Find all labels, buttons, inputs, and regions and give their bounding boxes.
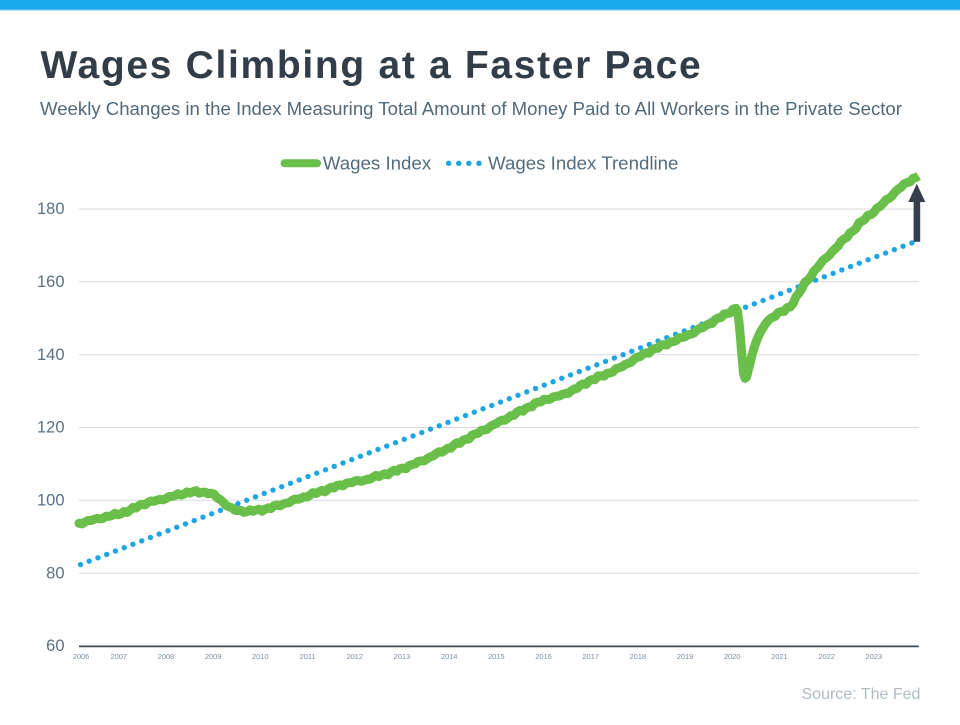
svg-text:2021: 2021 bbox=[771, 652, 788, 661]
svg-text:Source: The Fed: Source: The Fed bbox=[802, 686, 921, 703]
svg-text:2023: 2023 bbox=[866, 652, 883, 661]
svg-text:2015: 2015 bbox=[488, 652, 505, 661]
svg-text:2020: 2020 bbox=[724, 652, 741, 661]
svg-text:2010: 2010 bbox=[252, 652, 269, 661]
svg-text:100: 100 bbox=[37, 492, 65, 510]
svg-text:2009: 2009 bbox=[205, 652, 222, 661]
svg-text:2012: 2012 bbox=[346, 652, 363, 661]
svg-text:2007: 2007 bbox=[111, 652, 128, 661]
svg-text:2008: 2008 bbox=[158, 652, 175, 661]
svg-text:2022: 2022 bbox=[818, 652, 835, 661]
svg-text:2019: 2019 bbox=[677, 652, 694, 661]
svg-text:2011: 2011 bbox=[300, 652, 316, 661]
svg-text:2017: 2017 bbox=[582, 652, 599, 661]
svg-text:Wages Index Trendline: Wages Index Trendline bbox=[488, 153, 678, 174]
svg-text:120: 120 bbox=[37, 419, 65, 437]
svg-text:2016: 2016 bbox=[535, 652, 552, 661]
svg-text:2018: 2018 bbox=[630, 652, 647, 661]
svg-text:160: 160 bbox=[37, 273, 65, 291]
svg-text:180: 180 bbox=[37, 200, 65, 218]
svg-text:80: 80 bbox=[46, 564, 64, 582]
svg-text:Wages Index: Wages Index bbox=[323, 153, 432, 174]
svg-text:2014: 2014 bbox=[441, 652, 458, 661]
svg-text:2013: 2013 bbox=[394, 652, 411, 661]
svg-text:140: 140 bbox=[37, 346, 65, 364]
svg-text:60: 60 bbox=[46, 637, 64, 655]
svg-text:2006: 2006 bbox=[73, 652, 90, 661]
